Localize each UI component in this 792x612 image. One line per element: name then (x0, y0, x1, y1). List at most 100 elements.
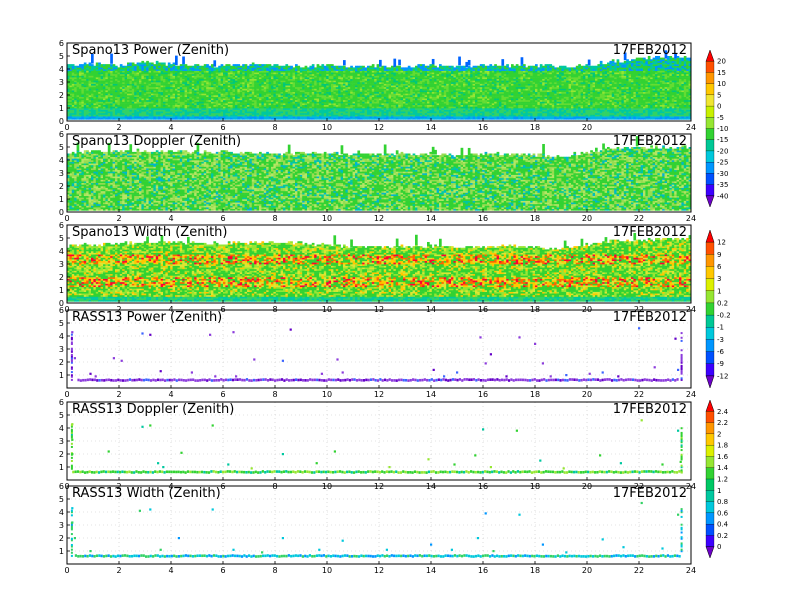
heatmap-cell (182, 91, 185, 94)
heatmap-cell (350, 82, 353, 84)
heatmap-cell (362, 116, 365, 119)
heatmap-cell (266, 86, 269, 89)
heatmap-cell (319, 83, 322, 86)
heatmap-cell (244, 85, 248, 88)
heatmap-cell (319, 111, 322, 114)
heatmap-cell (194, 70, 197, 73)
heatmap-cell (314, 99, 317, 102)
heatmap-cell (381, 86, 385, 89)
heatmap-cell (304, 117, 308, 120)
heatmap-cell (383, 98, 387, 101)
heatmap-cell (95, 114, 99, 117)
heatmap-cell (112, 91, 116, 94)
heatmap-cell (223, 114, 226, 117)
heatmap-cell (307, 82, 310, 84)
heatmap-cell (309, 82, 313, 84)
heatmap-cell (134, 91, 137, 94)
heatmap-cell (285, 69, 289, 71)
heatmap-cell (74, 96, 77, 99)
heatmap-cell (400, 70, 404, 73)
heatmap-cell (112, 75, 116, 78)
heatmap-cell (393, 85, 397, 88)
heatmap-cell (177, 77, 181, 80)
heatmap-cell (194, 93, 197, 96)
heatmap-cell (343, 91, 346, 94)
heatmap-cell (136, 106, 140, 109)
heatmap-cell (259, 99, 262, 102)
heatmap-cell (242, 67, 245, 70)
heatmap-cell (247, 98, 250, 101)
heatmap-cell (127, 72, 130, 75)
heatmap-cell (307, 95, 310, 97)
heatmap-cell (95, 67, 99, 70)
heatmap-cell (268, 101, 272, 104)
heatmap-cell (422, 98, 425, 101)
heatmap-cell (105, 64, 109, 67)
heatmap-cell (158, 75, 161, 78)
heatmap-cell (155, 103, 159, 106)
heatmap-cell (371, 116, 375, 119)
heatmap-cell (143, 77, 147, 80)
heatmap-cell (225, 70, 229, 73)
heatmap-cell (290, 104, 293, 107)
heatmap-cell (278, 116, 281, 119)
heatmap-cell (403, 73, 406, 76)
heatmap-cell (107, 116, 111, 119)
heatmap-cell (393, 69, 397, 71)
heatmap-cell (388, 101, 392, 104)
heatmap-cell (91, 104, 94, 107)
heatmap-cell (340, 95, 344, 97)
heatmap-cell (355, 70, 358, 73)
heatmap-cell (165, 67, 169, 70)
heatmap-cell (350, 77, 353, 80)
heatmap-cell (311, 67, 315, 70)
heatmap-cell (244, 96, 248, 99)
heatmap-cell (74, 108, 77, 110)
heatmap-cell (412, 106, 416, 109)
heatmap-cell (347, 98, 351, 101)
heatmap-cell (292, 73, 296, 76)
heatmap-cell (319, 80, 322, 83)
heatmap-cell (235, 111, 238, 114)
heatmap-cell (182, 109, 185, 112)
heatmap-cell (388, 93, 392, 96)
heatmap-cell (311, 69, 315, 71)
heatmap-cell (379, 80, 382, 83)
heatmap-cell (177, 91, 181, 94)
heatmap-cell (261, 85, 265, 88)
heatmap-cell (98, 108, 101, 110)
heatmap-cell (220, 112, 224, 115)
heatmap-cell (136, 70, 140, 73)
heatmap-cell (314, 104, 317, 107)
heatmap-cell (295, 65, 298, 68)
heatmap-cell (388, 116, 392, 119)
heatmap-cell (338, 96, 341, 99)
heatmap-cell (134, 104, 137, 107)
heatmap-cell (302, 83, 305, 86)
heatmap-cell (146, 108, 149, 110)
heatmap-cell (249, 73, 253, 76)
heatmap-cell (167, 103, 171, 106)
heatmap-cell (295, 112, 298, 115)
heatmap-cell (95, 85, 99, 88)
heatmap-cell (319, 108, 322, 110)
heatmap-cell (395, 114, 399, 117)
heatmap-cell (268, 69, 272, 71)
heatmap-cell (189, 93, 193, 96)
heatmap-cell (206, 95, 209, 97)
heatmap-cell (251, 67, 255, 70)
heatmap-cell (251, 75, 255, 78)
heatmap-cell (335, 99, 339, 102)
heatmap-cell (297, 72, 301, 75)
heatmap-cell (364, 90, 368, 93)
heatmap-cell (297, 75, 301, 78)
heatmap-cell (266, 114, 269, 117)
heatmap-cell (129, 106, 133, 109)
heatmap-cell (333, 106, 337, 109)
heatmap-cell (407, 99, 411, 102)
heatmap-cell (292, 91, 296, 94)
heatmap-cell (391, 73, 394, 76)
heatmap-cell (362, 78, 365, 81)
heatmap-cell (362, 109, 365, 112)
heatmap-cell (311, 91, 315, 94)
